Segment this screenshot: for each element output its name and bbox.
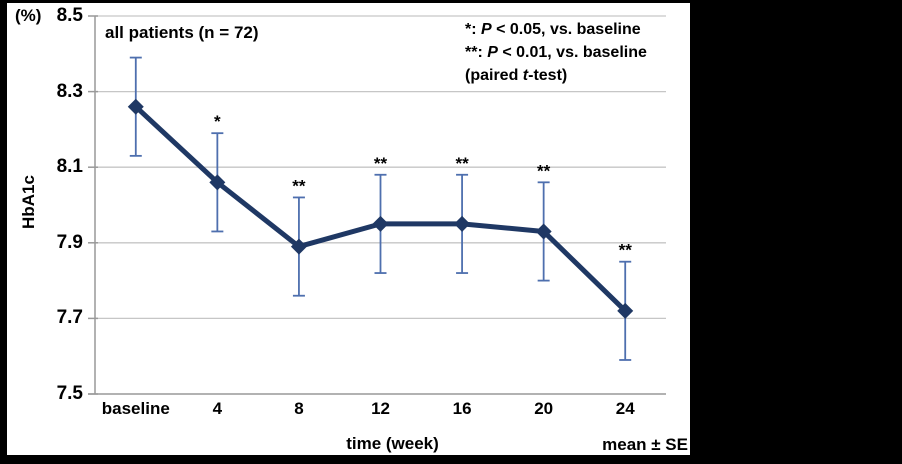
- y-tick-label: 8.3: [56, 80, 83, 102]
- legend-text: (paired: [465, 67, 523, 84]
- significance-legend: *: P < 0.05, vs. baseline **: P < 0.01, …: [465, 18, 647, 87]
- x-tick-label: 24: [615, 399, 635, 418]
- x-axis-labels: baseline 4 8 12 16 20 24: [95, 399, 666, 419]
- data-point-marker: [372, 215, 389, 232]
- significance-label: **: [619, 241, 633, 260]
- significance-label: **: [292, 176, 306, 195]
- line-chart: ***** ** ****: [88, 15, 666, 395]
- y-tick-label: 8.5: [56, 5, 83, 26]
- x-axis-title: time (week): [346, 434, 439, 453]
- mean-se-note: mean ± SE: [602, 435, 688, 454]
- x-tick-label: 8: [294, 399, 304, 418]
- legend-italic-symbol: P: [481, 21, 492, 38]
- legend-text: -test): [528, 67, 568, 84]
- y-tick-label: 7.9: [56, 231, 83, 253]
- x-tick-label: 12: [371, 399, 390, 418]
- significance-label: **: [374, 154, 388, 173]
- legend-text: < 0.05, vs. baseline: [491, 21, 641, 38]
- x-tick-label: 20: [534, 399, 554, 418]
- data-point-marker: [617, 302, 634, 319]
- legend-text: *:: [465, 21, 481, 38]
- x-tick-label: 16: [452, 399, 472, 418]
- significance-label: **: [537, 161, 551, 180]
- plot-area: * ** ** ** ** **: [88, 15, 666, 395]
- legend-line-1: *: P < 0.05, vs. baseline: [465, 18, 647, 41]
- chart-canvas: (%) HbA1c all patients (n = 72) *: P < 0…: [7, 3, 690, 455]
- y-tick-label: 7.5: [56, 383, 83, 404]
- legend-line-2: **: P < 0.01, vs. baseline: [465, 41, 647, 64]
- y-axis-unit-label: (%): [15, 6, 42, 25]
- legend-text: < 0.01, vs. baseline: [497, 44, 647, 61]
- x-tick-label: baseline: [101, 399, 170, 418]
- legend-italic-symbol: t: [522, 67, 529, 84]
- legend-italic-symbol: P: [487, 44, 498, 61]
- data-point-marker: [454, 215, 471, 232]
- legend-line-3: (paired t-test): [465, 64, 647, 87]
- data-point-marker: [209, 174, 226, 191]
- data-point-marker: [535, 223, 552, 240]
- y-tick-label: 8.1: [56, 156, 83, 178]
- significance-label: **: [455, 154, 469, 173]
- x-tick-label: 4: [212, 399, 223, 418]
- significance-label: *: [214, 112, 221, 131]
- legend-text: **:: [465, 44, 488, 61]
- chart-annotation: all patients (n = 72): [105, 23, 259, 42]
- data-point-marker: [290, 238, 307, 255]
- y-tick-label: 7.7: [56, 307, 83, 329]
